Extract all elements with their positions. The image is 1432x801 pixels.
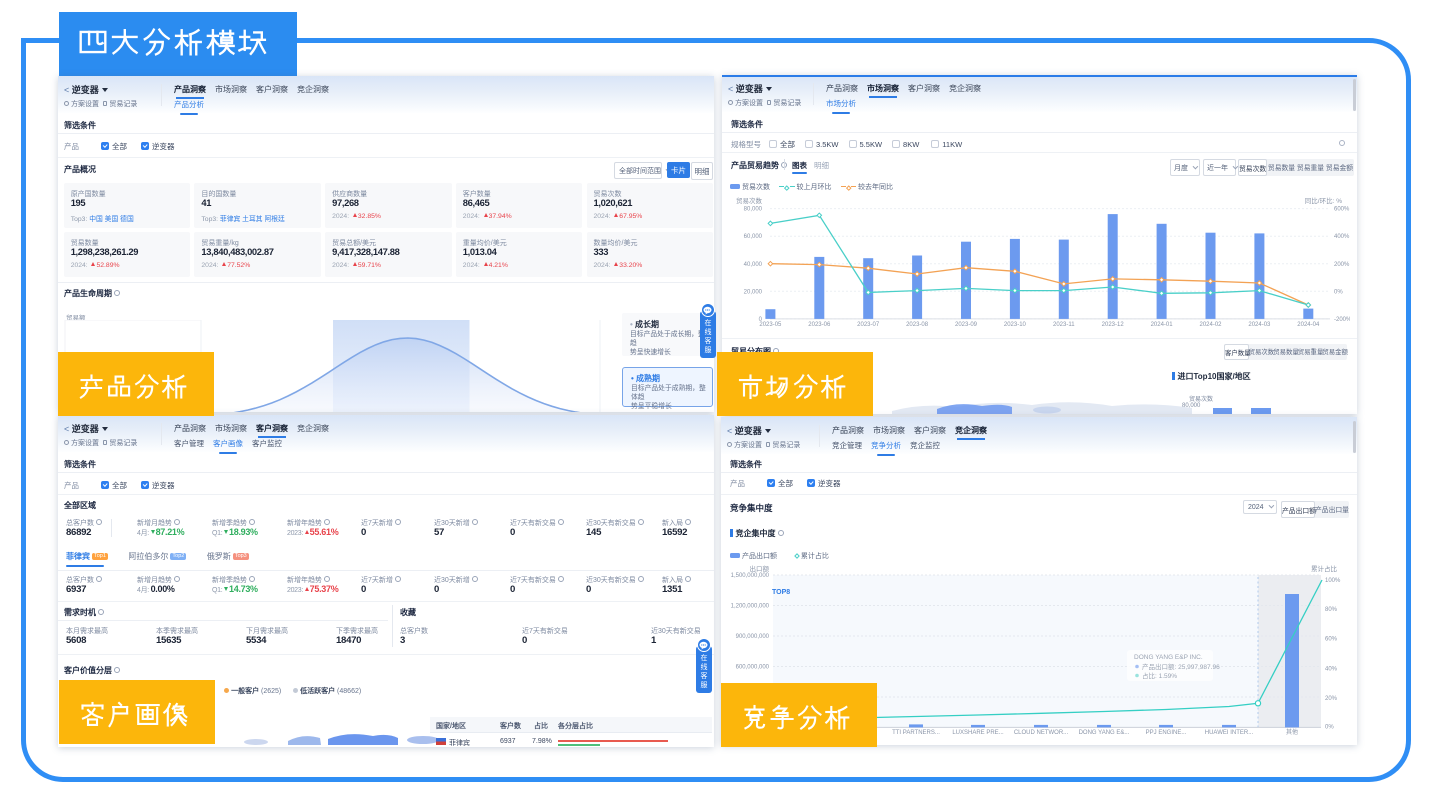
svg-text:1,200,000,000: 1,200,000,000 — [731, 604, 770, 610]
svg-text:CLOUD NETWOR...: CLOUD NETWOR... — [1014, 730, 1069, 736]
svg-text:0%: 0% — [1325, 724, 1334, 730]
svg-text:2023-12: 2023-12 — [1102, 322, 1125, 328]
svg-text:贸易次数: 贸易次数 — [736, 196, 763, 205]
svg-text:2024-04: 2024-04 — [1297, 322, 1320, 328]
svg-text:2023-10: 2023-10 — [1004, 322, 1027, 328]
svg-text:600%: 600% — [1334, 207, 1350, 213]
svg-text:20,000: 20,000 — [744, 289, 763, 295]
svg-text:400%: 400% — [1334, 234, 1350, 240]
svg-text:占比: 1.59%: 占比: 1.59% — [1142, 671, 1177, 680]
svg-text:60%: 60% — [1325, 637, 1338, 643]
svg-text:600,000,000: 600,000,000 — [736, 665, 770, 671]
svg-text:2023-06: 2023-06 — [808, 322, 831, 328]
svg-text:900,000,000: 900,000,000 — [736, 634, 770, 640]
svg-text:2023-05: 2023-05 — [759, 322, 782, 328]
svg-text:2024-03: 2024-03 — [1248, 322, 1271, 328]
svg-text:200%: 200% — [1334, 262, 1350, 268]
svg-text:LUXSHARE PRE...: LUXSHARE PRE... — [952, 730, 1004, 736]
svg-text:TOP8: TOP8 — [772, 589, 790, 596]
svg-text:出口额: 出口额 — [750, 564, 770, 573]
svg-text:PPJ ENGINE...: PPJ ENGINE... — [1146, 730, 1187, 736]
svg-text:20%: 20% — [1325, 696, 1338, 702]
svg-text:同比/环比: %: 同比/环比: % — [1305, 196, 1342, 205]
svg-text:DONG YANG E&...: DONG YANG E&... — [1079, 730, 1130, 736]
svg-text:1,500,000,000: 1,500,000,000 — [731, 573, 770, 579]
svg-text:40,000: 40,000 — [744, 262, 763, 268]
svg-text:其他: 其他 — [1286, 728, 1298, 736]
svg-text:0%: 0% — [1334, 289, 1343, 295]
svg-text:2023-07: 2023-07 — [857, 322, 880, 328]
svg-text:2023-09: 2023-09 — [955, 322, 978, 328]
svg-text:HUAWEI INTER...: HUAWEI INTER... — [1205, 730, 1254, 736]
svg-text:2023-11: 2023-11 — [1053, 322, 1075, 328]
svg-text:40%: 40% — [1325, 666, 1338, 672]
svg-text:2023-08: 2023-08 — [906, 322, 929, 328]
svg-text:产品出口额: 25,997,987.96: 产品出口额: 25,997,987.96 — [1142, 662, 1220, 671]
svg-text:2024-02: 2024-02 — [1199, 322, 1222, 328]
svg-text:TTI PARTNERS...: TTI PARTNERS... — [892, 730, 940, 736]
svg-text:80,000: 80,000 — [744, 207, 763, 213]
svg-text:DONG YANG E&P INC.: DONG YANG E&P INC. — [1134, 654, 1203, 661]
svg-text:-200%: -200% — [1334, 317, 1350, 323]
svg-text:0: 0 — [759, 317, 763, 323]
svg-text:60,000: 60,000 — [744, 234, 763, 240]
svg-text:2024-01: 2024-01 — [1151, 322, 1174, 328]
svg-text:累计占比: 累计占比 — [1311, 564, 1338, 573]
svg-text:80%: 80% — [1325, 607, 1338, 613]
svg-text:100%: 100% — [1325, 578, 1341, 584]
